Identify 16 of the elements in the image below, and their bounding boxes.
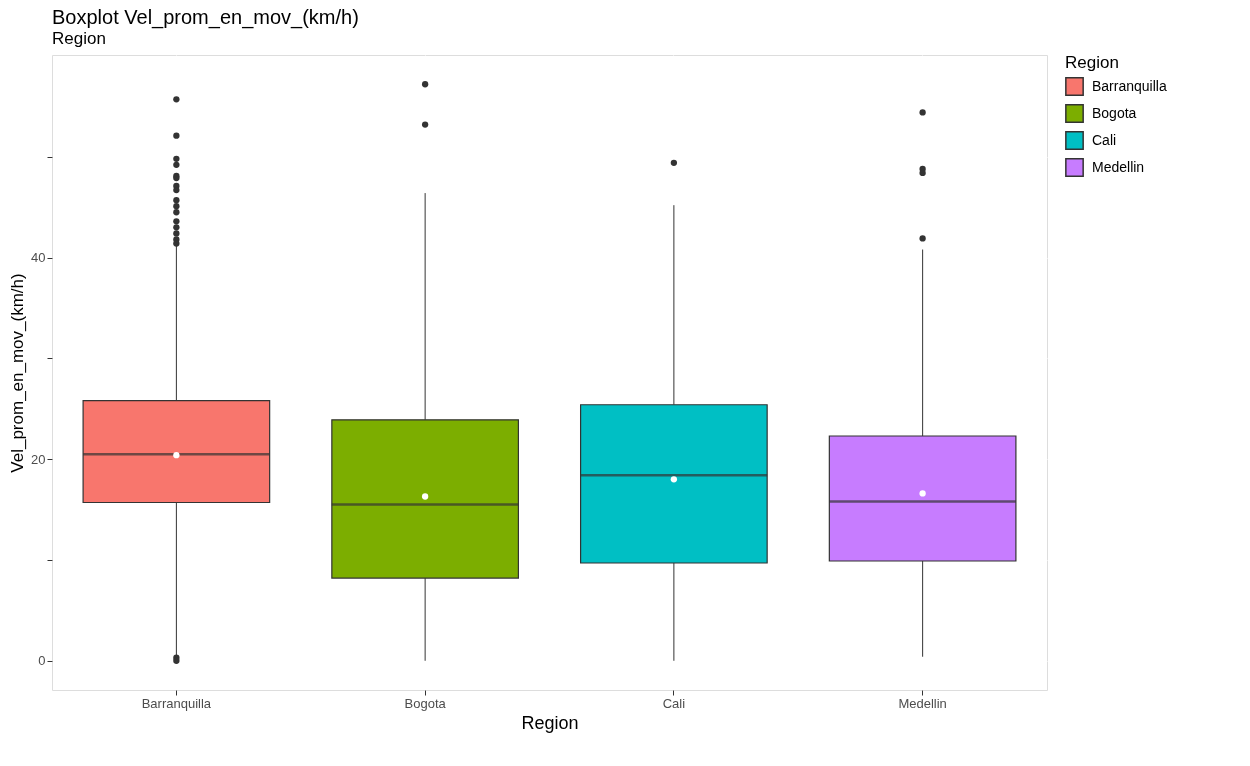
chart-title: Boxplot Vel_prom_en_mov_(km/h)	[52, 6, 359, 29]
legend-title: Region	[521, 712, 579, 733]
y-tick-label: 40	[31, 250, 46, 266]
legend-label: Medellin	[1092, 158, 1145, 175]
y-axis-title: Vel_prom_en_mov_(km/h)	[8, 273, 28, 473]
x-tick-label: Bogota	[404, 695, 447, 711]
y-tick-label: 20	[31, 451, 46, 467]
legend-label: Barranquilla	[1092, 77, 1167, 94]
y-tick-label: 0	[38, 653, 46, 669]
x-axis-title: Region	[1065, 53, 1119, 72]
x-tick-label: Barranquilla	[141, 695, 212, 711]
x-tick-label: Cali	[662, 695, 686, 711]
x-tick-label: Medellin	[898, 695, 947, 711]
legend-label: Bogota	[1092, 104, 1137, 121]
legend-label: Cali	[1092, 131, 1117, 148]
chart-subtitle: Region	[52, 29, 106, 48]
